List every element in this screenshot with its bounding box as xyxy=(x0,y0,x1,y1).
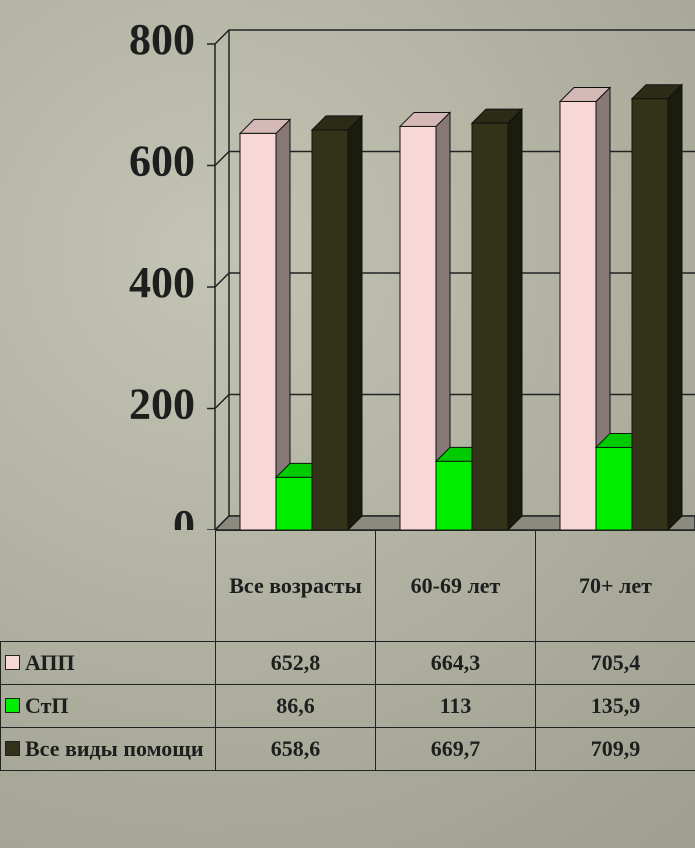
bar-front xyxy=(471,122,509,530)
bar-front xyxy=(631,98,669,530)
bar-front xyxy=(399,125,437,530)
y-tick-label: 600 xyxy=(129,137,195,186)
y-tick-label: 400 xyxy=(129,258,195,307)
y-tick-label: 0 xyxy=(173,501,195,530)
bar xyxy=(398,111,452,530)
grid-line xyxy=(214,272,695,288)
legend-label: Все виды помощи xyxy=(25,736,204,761)
category-label: 60-69 лет xyxy=(375,530,536,642)
grid-line xyxy=(214,29,695,45)
value-label: 669,7 xyxy=(375,727,536,771)
chart: 0 200 400 600 800 xyxy=(129,15,695,530)
value-label: 705,4 xyxy=(535,641,695,685)
y-tick-label: 200 xyxy=(129,380,195,429)
legend-entry: Все виды помощи xyxy=(0,727,216,771)
value-label: 113 xyxy=(375,684,536,728)
series-row: Все виды помощи 658,6 669,7 709,9 xyxy=(0,727,695,771)
legend-key xyxy=(5,698,20,713)
bar-side xyxy=(507,107,523,530)
bar-front xyxy=(559,100,597,530)
header-row: Все возрасты 60-69 лет 70+ лет xyxy=(0,530,695,642)
value-label: 652,8 xyxy=(215,641,376,685)
legend-entry: АПП xyxy=(0,641,216,685)
legend-key xyxy=(5,655,20,670)
bar-side xyxy=(347,114,363,530)
data-table: Все возрасты 60-69 лет 70+ лет АПП 652,8 664,… xyxy=(0,530,695,771)
bar xyxy=(470,107,524,530)
value-label: 135,9 xyxy=(535,684,695,728)
bar-front xyxy=(595,446,633,530)
legend-key xyxy=(5,741,20,756)
value-label: 658,6 xyxy=(215,727,376,771)
value-label: 709,9 xyxy=(535,727,695,771)
category-label: Все возрасты xyxy=(215,530,376,642)
bar-front xyxy=(275,476,313,530)
bar xyxy=(630,83,684,530)
y-tick-label: 800 xyxy=(129,15,195,64)
series-row: СтП 86,6 113 135,9 xyxy=(0,684,695,728)
bar xyxy=(238,118,292,530)
value-label: 664,3 xyxy=(375,641,536,685)
series-row: АПП 652,8 664,3 705,4 xyxy=(0,641,695,685)
category-label: 70+ лет xyxy=(535,530,695,642)
grid-line xyxy=(214,393,695,410)
grid-line xyxy=(214,150,695,167)
blank-cell xyxy=(0,530,216,642)
bar-front xyxy=(435,460,473,530)
bar xyxy=(310,114,364,530)
legend-label: СтП xyxy=(25,693,69,718)
bar-side xyxy=(667,83,683,530)
bar-front xyxy=(239,132,277,530)
legend-label: АПП xyxy=(25,650,75,675)
bar-front xyxy=(311,129,349,530)
legend-entry: СтП xyxy=(0,684,216,728)
value-label: 86,6 xyxy=(215,684,376,728)
